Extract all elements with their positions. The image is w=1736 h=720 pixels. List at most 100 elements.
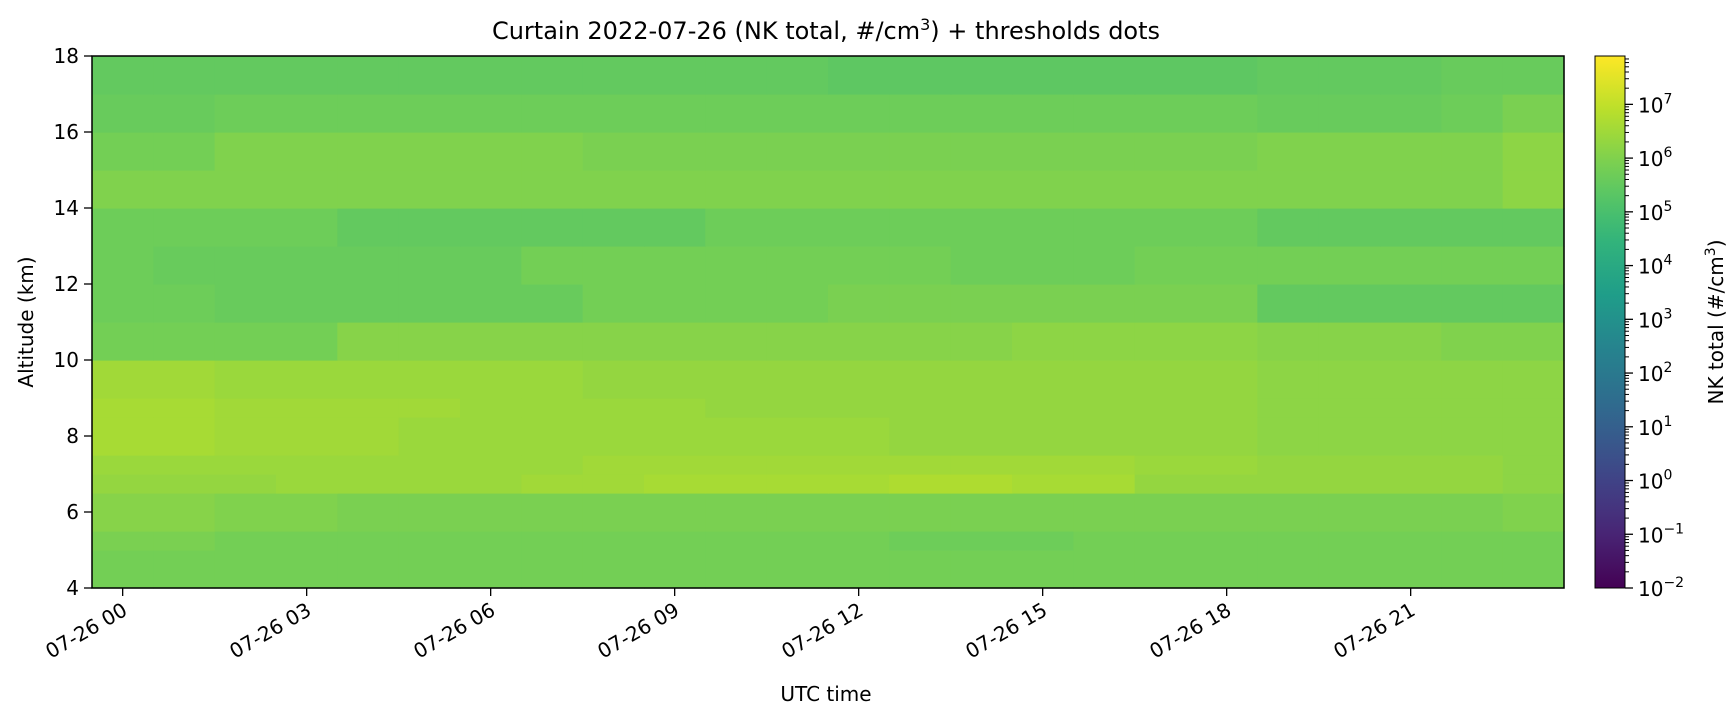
heatmap-cell (460, 455, 522, 475)
heatmap-cell (153, 246, 216, 285)
heatmap-cell (582, 208, 645, 247)
heatmap-cell (1502, 132, 1565, 171)
x-axis-label: UTC time (780, 682, 871, 706)
heatmap-cell (153, 455, 216, 475)
heatmap-cell (92, 208, 154, 247)
heatmap-cell (950, 284, 1013, 323)
heatmap-cell (1257, 132, 1320, 171)
heatmap-cell (1196, 493, 1258, 532)
heatmap-cell (766, 531, 829, 551)
heatmap-cell (153, 132, 216, 171)
heatmap-cell (1441, 322, 1504, 361)
heatmap-cell (153, 170, 216, 209)
heatmap-cell (828, 208, 890, 247)
heatmap-cell (1380, 94, 1442, 133)
heatmap-cell (1380, 398, 1442, 418)
heatmap-cell (950, 56, 1013, 95)
heatmap-cell (705, 455, 768, 475)
heatmap-cell (1257, 170, 1320, 209)
heatmap-cell (1318, 474, 1381, 494)
heatmap-cell (1073, 132, 1136, 171)
heatmap-cell (92, 493, 154, 532)
heatmap-cell (1134, 550, 1197, 589)
heatmap-cell (1318, 56, 1381, 95)
heatmap-cell (460, 550, 522, 589)
heatmap-cell (766, 550, 829, 589)
heatmap-cell (398, 94, 461, 133)
heatmap-cell (1502, 550, 1565, 589)
heatmap-cell (766, 398, 829, 418)
heatmap-cell (950, 550, 1013, 589)
heatmap-cell (1380, 455, 1442, 475)
heatmap-cell (1318, 398, 1381, 418)
heatmap-cell (1196, 322, 1258, 361)
heatmap-cell (766, 246, 829, 285)
heatmap-cell (828, 284, 890, 323)
heatmap-cell (1134, 56, 1197, 95)
heatmap-cell (582, 246, 645, 285)
heatmap-cell (1134, 531, 1197, 551)
heatmap-cell (1012, 455, 1074, 475)
heatmap-cell (153, 398, 216, 418)
heatmap-cell (1134, 132, 1197, 171)
heatmap-cell (1380, 170, 1442, 209)
heatmap-cell (460, 474, 522, 494)
colorbar-tick-label: 102 (1638, 360, 1672, 386)
heatmap-cell (92, 474, 154, 494)
heatmap-cell (1012, 322, 1074, 361)
heatmap-cell (276, 474, 338, 494)
heatmap-cell (214, 170, 277, 209)
heatmap-cell (1257, 284, 1320, 323)
heatmap-cell (337, 531, 400, 551)
heatmap-cell (582, 94, 645, 133)
heatmap-cell (1318, 208, 1381, 247)
heatmap-cell (1134, 417, 1197, 456)
heatmap-cell (398, 455, 461, 475)
heatmap-cell (92, 398, 154, 418)
heatmap-cell (1441, 550, 1504, 589)
heatmap-cell (889, 322, 952, 361)
heatmap-cell (1502, 531, 1565, 551)
heatmap-cell (889, 56, 952, 95)
heatmap-cell (766, 417, 829, 456)
heatmap-cell (398, 398, 461, 418)
heatmap-cell (1441, 398, 1504, 418)
heatmap-cell (92, 284, 154, 323)
heatmap-cell (1502, 493, 1565, 532)
x-tick-label: 07-26 15 (961, 598, 1051, 664)
heatmap-cell (1257, 208, 1320, 247)
heatmap-cell (153, 94, 216, 133)
colorbar-tick-label: 100 (1638, 468, 1672, 494)
heatmap-cell (276, 531, 338, 551)
heatmap-cell (1012, 56, 1074, 95)
heatmap-cell (705, 322, 768, 361)
heatmap-cell (1196, 170, 1258, 209)
heatmap-cell (1134, 246, 1197, 285)
heatmap-cell (1073, 284, 1136, 323)
heatmap-cell (521, 132, 584, 171)
heatmap-cell (1012, 493, 1074, 532)
heatmap-cell (398, 246, 461, 285)
heatmap-cell (1380, 132, 1442, 171)
heatmap-cell (1502, 360, 1565, 399)
heatmap-cell (276, 284, 338, 323)
heatmap-cell (153, 493, 216, 532)
heatmap-cell (521, 94, 584, 133)
heatmap-cell (644, 493, 706, 532)
heatmap-cell (521, 493, 584, 532)
heatmap-cell (889, 550, 952, 589)
heatmap-cell (92, 455, 154, 475)
heatmap-cell (337, 246, 400, 285)
heatmap-cell (1318, 531, 1381, 551)
colorbar-ticks: 10−2 10−1 100 101 102 103 104 105 106 107 (1625, 58, 1684, 601)
heatmap-cell (214, 493, 277, 532)
heatmap-cell (92, 417, 154, 456)
heatmap-cell (1012, 398, 1074, 418)
heatmap-cell (705, 132, 768, 171)
heatmap-cell (398, 56, 461, 95)
heatmap-cell (276, 132, 338, 171)
heatmap-cell (828, 56, 890, 95)
heatmap-cell (276, 550, 338, 589)
colorbar-label: NK total (#/cm3) (1703, 239, 1728, 404)
heatmap-cell (1502, 56, 1565, 95)
